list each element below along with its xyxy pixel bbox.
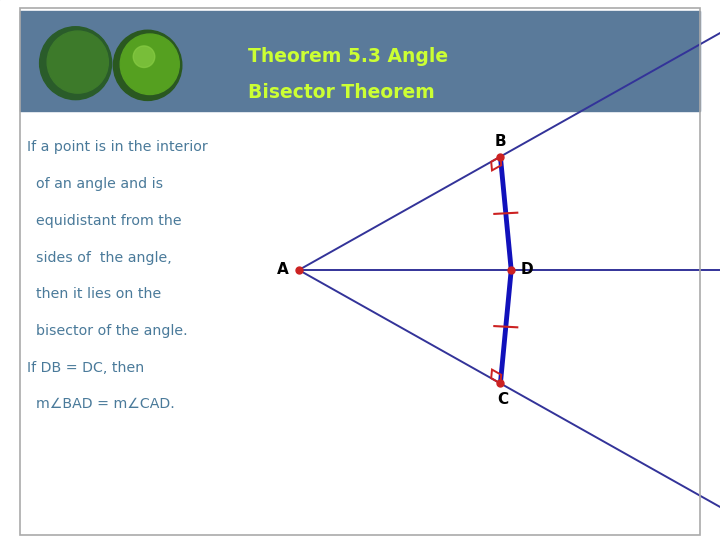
Text: If DB = DC, then: If DB = DC, then <box>27 361 145 375</box>
Ellipse shape <box>120 34 179 94</box>
Text: If a point is in the interior: If a point is in the interior <box>27 140 208 154</box>
Text: of an angle and is: of an angle and is <box>27 177 163 191</box>
Text: then it lies on the: then it lies on the <box>27 287 161 301</box>
Text: D: D <box>521 262 534 278</box>
Text: C: C <box>497 392 508 407</box>
Ellipse shape <box>114 30 181 100</box>
Text: Theorem 5.3 Angle: Theorem 5.3 Angle <box>248 47 449 66</box>
Text: bisector of the angle.: bisector of the angle. <box>27 324 188 338</box>
Bar <box>20 11 700 111</box>
Text: sides of  the angle,: sides of the angle, <box>27 251 172 265</box>
Ellipse shape <box>40 26 112 99</box>
Text: A: A <box>277 262 289 278</box>
Text: m∠BAD = m∠CAD.: m∠BAD = m∠CAD. <box>27 397 175 411</box>
Ellipse shape <box>48 31 109 93</box>
Text: B: B <box>495 134 506 149</box>
Text: equidistant from the: equidistant from the <box>27 214 182 228</box>
Ellipse shape <box>133 46 155 68</box>
Text: Bisector Theorem: Bisector Theorem <box>248 83 435 103</box>
